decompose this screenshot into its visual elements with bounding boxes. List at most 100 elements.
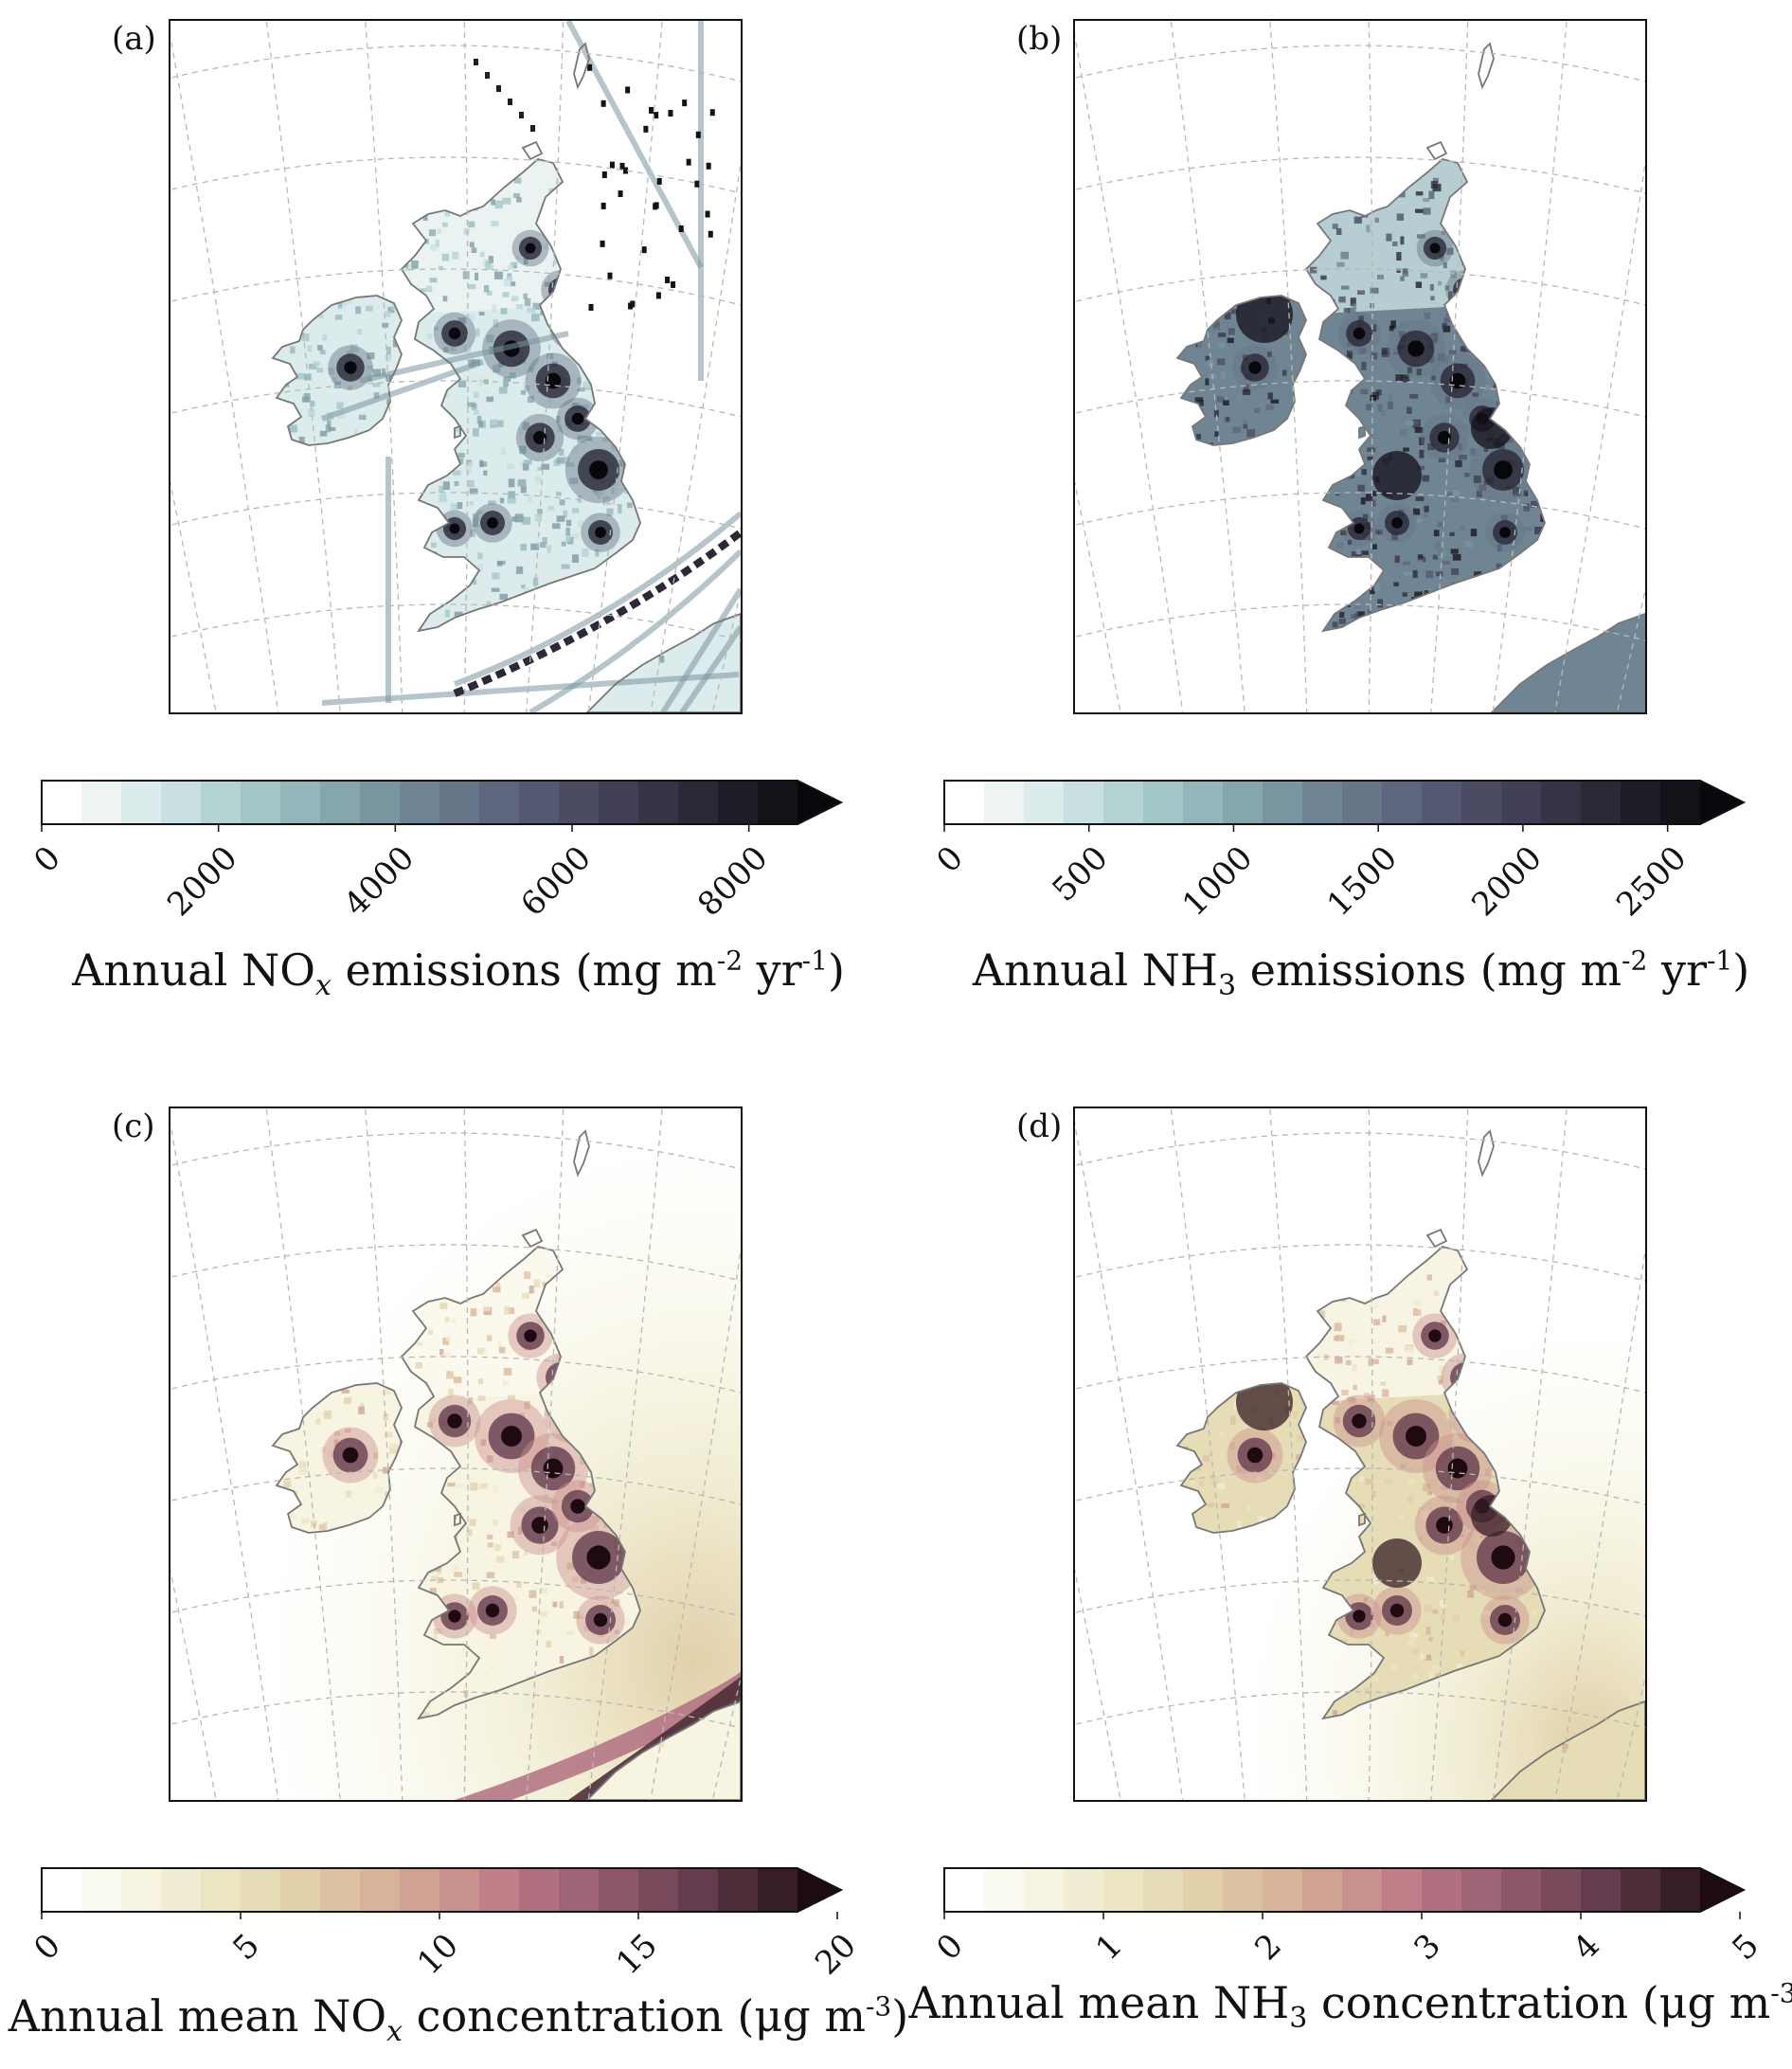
colorbar-title-superscript: -2 [716, 945, 744, 977]
colorbar-segment [320, 1868, 361, 1912]
coastlines [1175, 42, 1645, 712]
colorbar-tick-label: 4 [1566, 1927, 1607, 1969]
colorbar-segment [1183, 1868, 1224, 1912]
colorbar-tick-label: 2500 [1609, 839, 1693, 924]
colorbar-segment [1223, 781, 1263, 824]
colorbar-title-text: concentration (μg m [1307, 1977, 1771, 2028]
colorbar-segment [519, 781, 560, 824]
colorbar-segment [1422, 1868, 1462, 1912]
colorbar-segment [1024, 781, 1065, 824]
colorbar-tick-label: 500 [1045, 839, 1115, 909]
colorbar-title-text: emissions (mg m [331, 945, 717, 996]
colorbar-title-text: Annual NO [72, 945, 315, 996]
colorbar-segment [1581, 1868, 1622, 1912]
colorbar-segment [1461, 1868, 1502, 1912]
graticule [1075, 21, 1645, 712]
colorbar-segment [1302, 781, 1343, 824]
colorbar-title-text: ) [827, 945, 845, 996]
graticule [170, 1108, 741, 1800]
colorbar-segment [984, 781, 1025, 824]
colorbar-segment [1501, 1868, 1542, 1912]
colorbar-title-subscript: x [314, 969, 332, 1003]
colorbar-tick-label: 8000 [690, 839, 775, 924]
colorbar-segment [1541, 781, 1582, 824]
colorbar-segment [559, 781, 600, 824]
colorbar-title-superscript: -1 [801, 945, 828, 977]
colorbar-segment [479, 1868, 520, 1912]
colorbar-segment [280, 1868, 321, 1912]
colorbar-segment [1143, 781, 1184, 824]
colorbar-segment [439, 781, 480, 824]
colorbar-extend-arrow [797, 781, 841, 824]
colorbar-segment [944, 1868, 985, 1912]
colorbar-segment [161, 1868, 202, 1912]
colorbar-segment [241, 781, 281, 824]
colorbar-segment [1223, 1868, 1263, 1912]
colorbar-outline [41, 780, 844, 825]
colorbar-tick-label: 1500 [1320, 839, 1405, 924]
colorbar-nox-concentration: 0 5 10 15 20 [27, 1867, 875, 1991]
colorbar-title-text: Annual mean NO [8, 1990, 387, 2042]
colorbar-tick-label: 0 [27, 839, 68, 881]
colorbar-tick-label: 5 [1725, 1927, 1766, 1969]
colorbar-title-text: emissions (mg m [1236, 945, 1622, 996]
colorbar-segment [1581, 781, 1622, 824]
offshore-platforms [474, 59, 715, 311]
colorbar-extend-arrow [797, 1868, 841, 1912]
colorbar-title-superscript: -3 [1770, 1977, 1792, 2009]
colorbar-tick-label: 2000 [160, 839, 244, 924]
colorbar-nh3-concentration: 0 1 2 3 4 5 [929, 1867, 1778, 1991]
colorbar-tick-label: 10 [410, 1927, 466, 1983]
colorbar-tick-label: 15 [609, 1927, 665, 1983]
map-nox-emissions [169, 19, 743, 714]
colorbar-segment [439, 1868, 480, 1912]
colorbar-tick-label: 0 [27, 1927, 68, 1969]
panel-label-c: (c) [110, 1107, 157, 1145]
colorbar-tick-label: 4000 [337, 839, 421, 924]
colorbar-outline [943, 780, 1747, 825]
panel-label-a: (a) [110, 20, 158, 58]
colorbar-outline [41, 1867, 844, 1913]
colorbar-segment [1501, 781, 1542, 824]
colorbar-segment [1103, 1868, 1144, 1912]
colorbar-title-text: Annual mean NH [908, 1977, 1290, 2028]
colorbar-segment [1143, 1868, 1184, 1912]
colorbar-title-subscript: 3 [1289, 2002, 1308, 2036]
panel-label-b: (b) [1014, 20, 1065, 58]
colorbar-segment [161, 781, 202, 824]
colorbar-tick-label: 5 [225, 1927, 267, 1969]
colorbar-segment [1382, 1868, 1423, 1912]
colorbar-tick-label: 1000 [1175, 839, 1260, 924]
colorbar-extend-arrow [1700, 1868, 1744, 1912]
map-nh3-concentration [1073, 1106, 1647, 1802]
colorbar-tick-label: 3 [1407, 1927, 1448, 1969]
colorbar-segment [1621, 1868, 1661, 1912]
colorbar-tick-label: 2000 [1464, 839, 1549, 924]
graticule [1075, 1108, 1645, 1800]
colorbar-tick-label: 0 [929, 839, 971, 881]
colorbar-segment [1263, 1868, 1303, 1912]
colorbar-segment [81, 1868, 122, 1912]
colorbar-outline [943, 1867, 1747, 1913]
colorbar-segment [559, 1868, 600, 1912]
colorbar-segment [201, 1868, 242, 1912]
colorbar-segment [1064, 1868, 1104, 1912]
colorbar-segment [320, 781, 361, 824]
coastlines [271, 42, 741, 712]
colorbar-extend-arrow [1700, 781, 1744, 824]
colorbar-title-subscript: 3 [1218, 969, 1237, 1003]
colorbar-segment [718, 781, 759, 824]
colorbar-title-superscript: -2 [1622, 945, 1648, 977]
colorbar-segment [360, 1868, 401, 1912]
colorbar-title-text: Annual NH [972, 945, 1219, 996]
colorbar-segment [42, 1868, 82, 1912]
colorbar-segment [1621, 781, 1661, 824]
colorbar-segment [1461, 781, 1502, 824]
colorbar-title-nh3-emissions: Annual NH3 emissions (mg m-2 yr-1) [944, 944, 1778, 1000]
colorbar-segment [400, 1868, 440, 1912]
colorbar-segment [1302, 1868, 1343, 1912]
colorbar-segment [121, 781, 162, 824]
colorbar-segment [758, 781, 798, 824]
colorbar-segment [678, 781, 719, 824]
colorbar-segment [241, 1868, 281, 1912]
